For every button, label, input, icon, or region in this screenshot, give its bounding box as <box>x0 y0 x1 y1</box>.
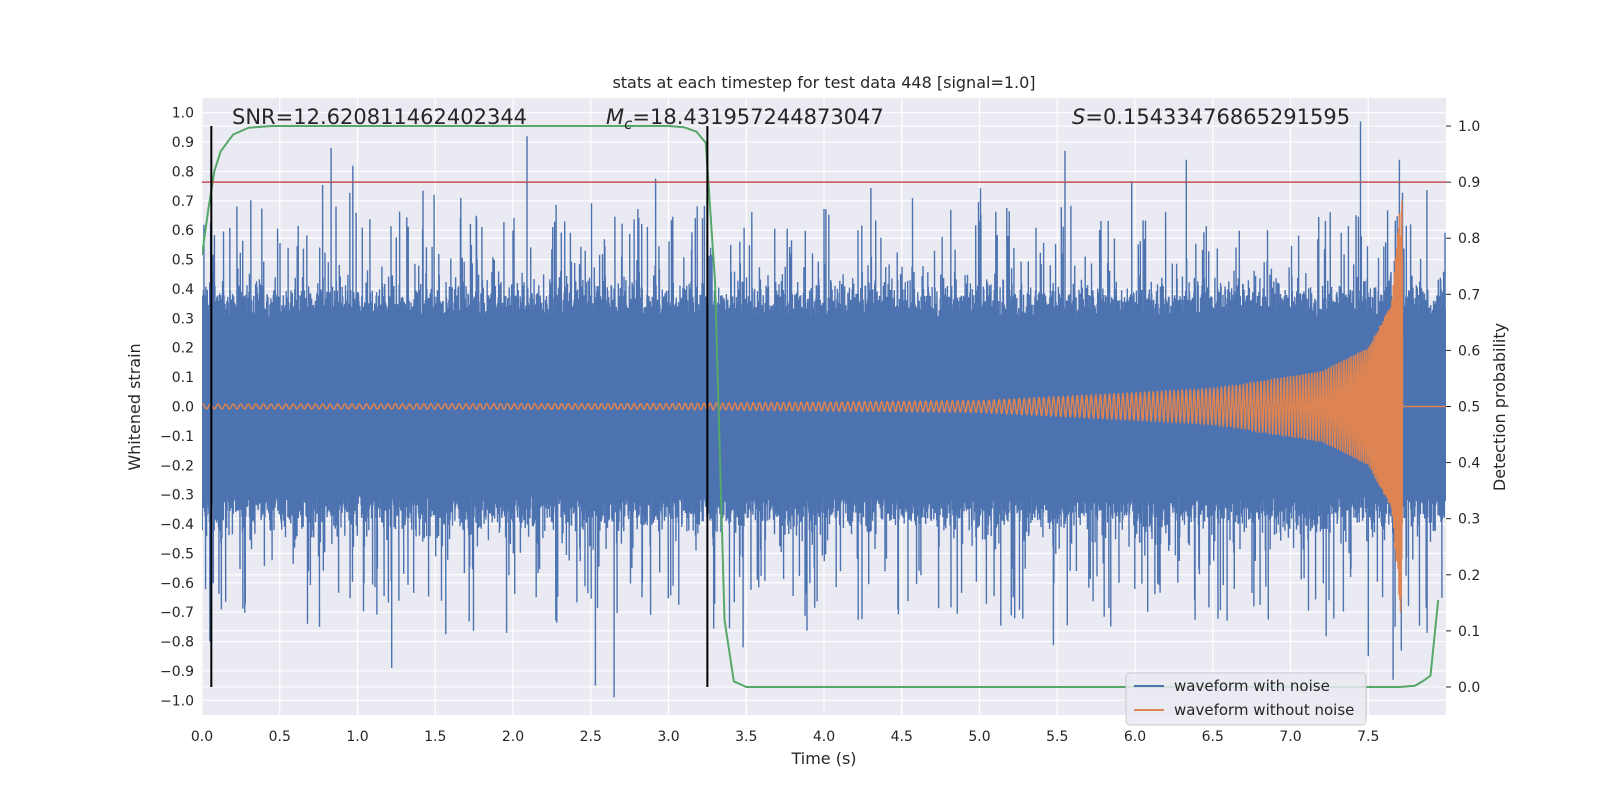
y-right-tick-label: 0.2 <box>1458 568 1480 584</box>
y-left-tick-label: 1.0 <box>172 106 194 122</box>
legend: waveform with noise waveform without noi… <box>1125 672 1367 726</box>
x-tick-label: 0.5 <box>269 729 291 745</box>
y-left-tick-label: −0.2 <box>160 458 194 474</box>
y-right-tick-label: 0.3 <box>1458 512 1480 528</box>
x-tick-label: 2.0 <box>502 729 524 745</box>
mc-symbol: M <box>606 105 624 129</box>
y-right-tick-label: 0.5 <box>1458 400 1480 416</box>
y-left-tick-label: −0.6 <box>160 576 194 592</box>
mc-value: =18.431957244873047 <box>632 105 883 129</box>
x-tick-label: 2.5 <box>580 729 602 745</box>
x-tick-label: 3.0 <box>657 729 679 745</box>
clean-waveform-path <box>202 200 1446 613</box>
y-left-tick-label: 0.5 <box>172 253 194 269</box>
axis-ticks: 0.0 0.5 1.0 1.5 2.0 2.5 3.0 3.5 4.0 4.5 5.0 5.5 6.0 6… <box>160 106 1480 745</box>
y-right-tick-label: 0.8 <box>1458 231 1480 247</box>
x-tick-label: 6.0 <box>1124 729 1146 745</box>
x-axis-label: Time (s) <box>790 749 856 768</box>
y-right-tick-label: 0.6 <box>1458 343 1480 359</box>
y-left-tick-label: 0.2 <box>172 341 194 357</box>
y-left-tick-label: 0.7 <box>172 194 194 210</box>
legend-box <box>1125 672 1367 726</box>
chart-title: stats at each timestep for test data 448… <box>612 73 1035 92</box>
y-right-tick-label: 0.4 <box>1458 456 1480 472</box>
y-axis-label-left: Whitened strain <box>125 343 144 470</box>
y-left-tick-label: −0.7 <box>160 605 194 621</box>
legend-label-clean: waveform without noise <box>1174 701 1354 719</box>
annotation-chirp-mass: Mc=18.431957244873047 <box>606 105 884 133</box>
y-right-tick-label: 0.0 <box>1458 680 1480 696</box>
y-right-tick-label: 1.0 <box>1458 119 1480 135</box>
y-axis-label-right: Detection probability <box>1490 323 1509 491</box>
y-left-tick-label: −1.0 <box>160 693 194 709</box>
y-left-tick-label: 0.1 <box>172 370 194 386</box>
x-tick-label: 1.0 <box>346 729 368 745</box>
y-right-tick-label: 0.1 <box>1458 624 1480 640</box>
x-tick-label: 1.5 <box>424 729 446 745</box>
y-left-tick-label: −0.8 <box>160 635 194 651</box>
x-tick-label: 5.0 <box>968 729 990 745</box>
x-tick-label: 4.5 <box>891 729 913 745</box>
x-tick-label: 0.0 <box>191 729 213 745</box>
y-left-tick-label: 0.4 <box>172 282 194 298</box>
y-left-tick-label: 0.8 <box>172 164 194 180</box>
y-left-tick-label: 0.0 <box>172 400 194 416</box>
y-right-tick-label: 0.7 <box>1458 287 1480 303</box>
y-left-tick-label: 0.9 <box>172 135 194 151</box>
x-tick-label: 6.5 <box>1202 729 1224 745</box>
plot-area <box>202 121 1446 698</box>
x-tick-label: 3.5 <box>735 729 757 745</box>
y-right-tick-label: 0.9 <box>1458 175 1480 191</box>
y-left-tick-label: −0.1 <box>160 429 194 445</box>
x-tick-label: 7.0 <box>1279 729 1301 745</box>
annotation-s: S=0.15433476865291595 <box>1072 105 1350 129</box>
x-tick-label: 7.5 <box>1357 729 1379 745</box>
y-left-tick-label: −0.9 <box>160 664 194 680</box>
y-left-tick-label: −0.4 <box>160 517 194 533</box>
annotation-snr: SNR=12.620811462402344 <box>232 105 527 129</box>
overlays <box>202 126 1446 687</box>
y-left-tick-label: 0.3 <box>172 311 194 327</box>
mc-subscript: c <box>624 115 633 133</box>
legend-label-noise: waveform with noise <box>1174 677 1330 695</box>
y-left-tick-label: −0.5 <box>160 546 194 562</box>
series-waveform-without-noise <box>202 200 1446 613</box>
y-left-tick-label: −0.3 <box>160 488 194 504</box>
s-value: =0.15433476865291595 <box>1085 105 1350 129</box>
y-left-tick-label: 0.6 <box>172 223 194 239</box>
x-tick-label: 5.5 <box>1046 729 1068 745</box>
x-tick-label: 4.0 <box>813 729 835 745</box>
s-symbol: S <box>1072 105 1085 129</box>
